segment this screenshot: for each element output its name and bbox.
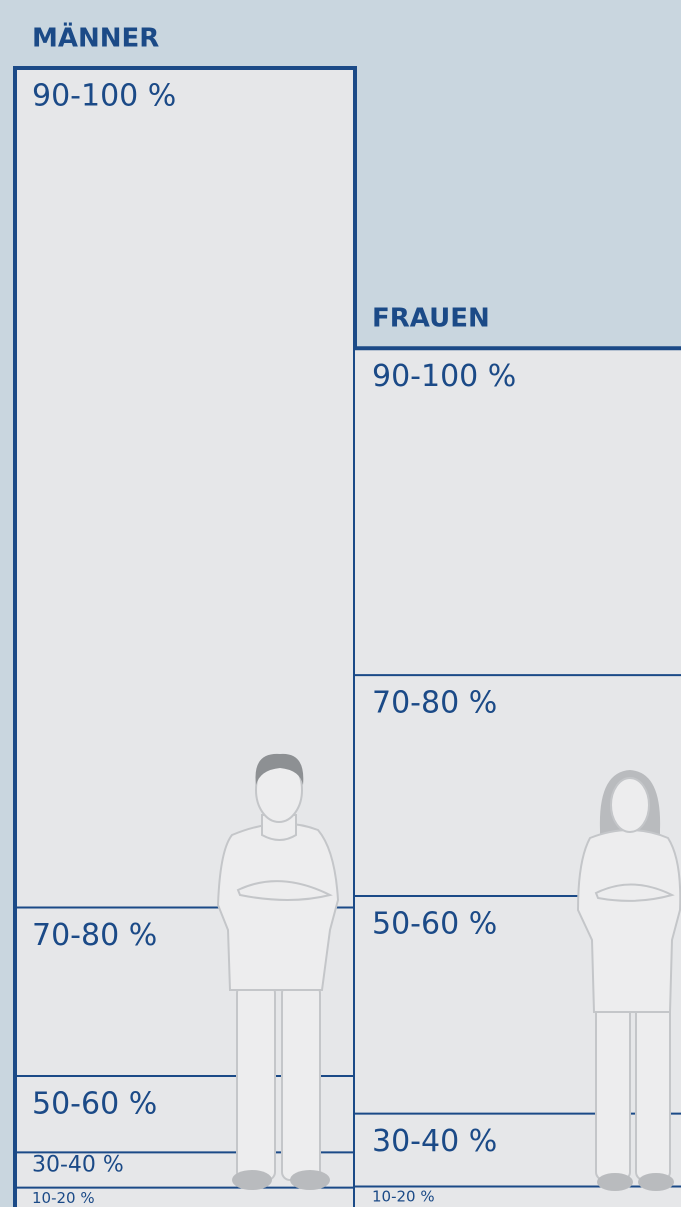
segment-label: 30-40 %: [32, 1153, 124, 1178]
segment-label: 10-20 %: [32, 1189, 95, 1207]
segment: [355, 348, 681, 675]
segment-label: 90-100 %: [32, 79, 176, 114]
segment: [15, 68, 355, 907]
column-title: FRAUEN: [372, 304, 490, 334]
column-title: MÄNNER: [32, 21, 159, 53]
chart: 90-100 % 70-80 % 50-60 % 30-40 % 10-20 % MÄNN…: [0, 0, 681, 1207]
segment-label: 70-80 %: [372, 686, 497, 721]
segment-label: 70-80 %: [32, 918, 157, 953]
segment-label: 50-60 %: [32, 1087, 157, 1122]
columns: 90-100 % 70-80 % 50-60 % 30-40 % 10-20 % MÄNN…: [15, 21, 681, 1207]
page: 90-100 % 70-80 % 50-60 % 30-40 % 10-20 % MÄNN…: [0, 0, 681, 1207]
segment-label: 30-40 %: [372, 1124, 497, 1159]
segment-label: 90-100 %: [372, 359, 516, 394]
segment-label: 50-60 %: [372, 907, 497, 942]
segment-label: 10-20 %: [372, 1188, 435, 1206]
